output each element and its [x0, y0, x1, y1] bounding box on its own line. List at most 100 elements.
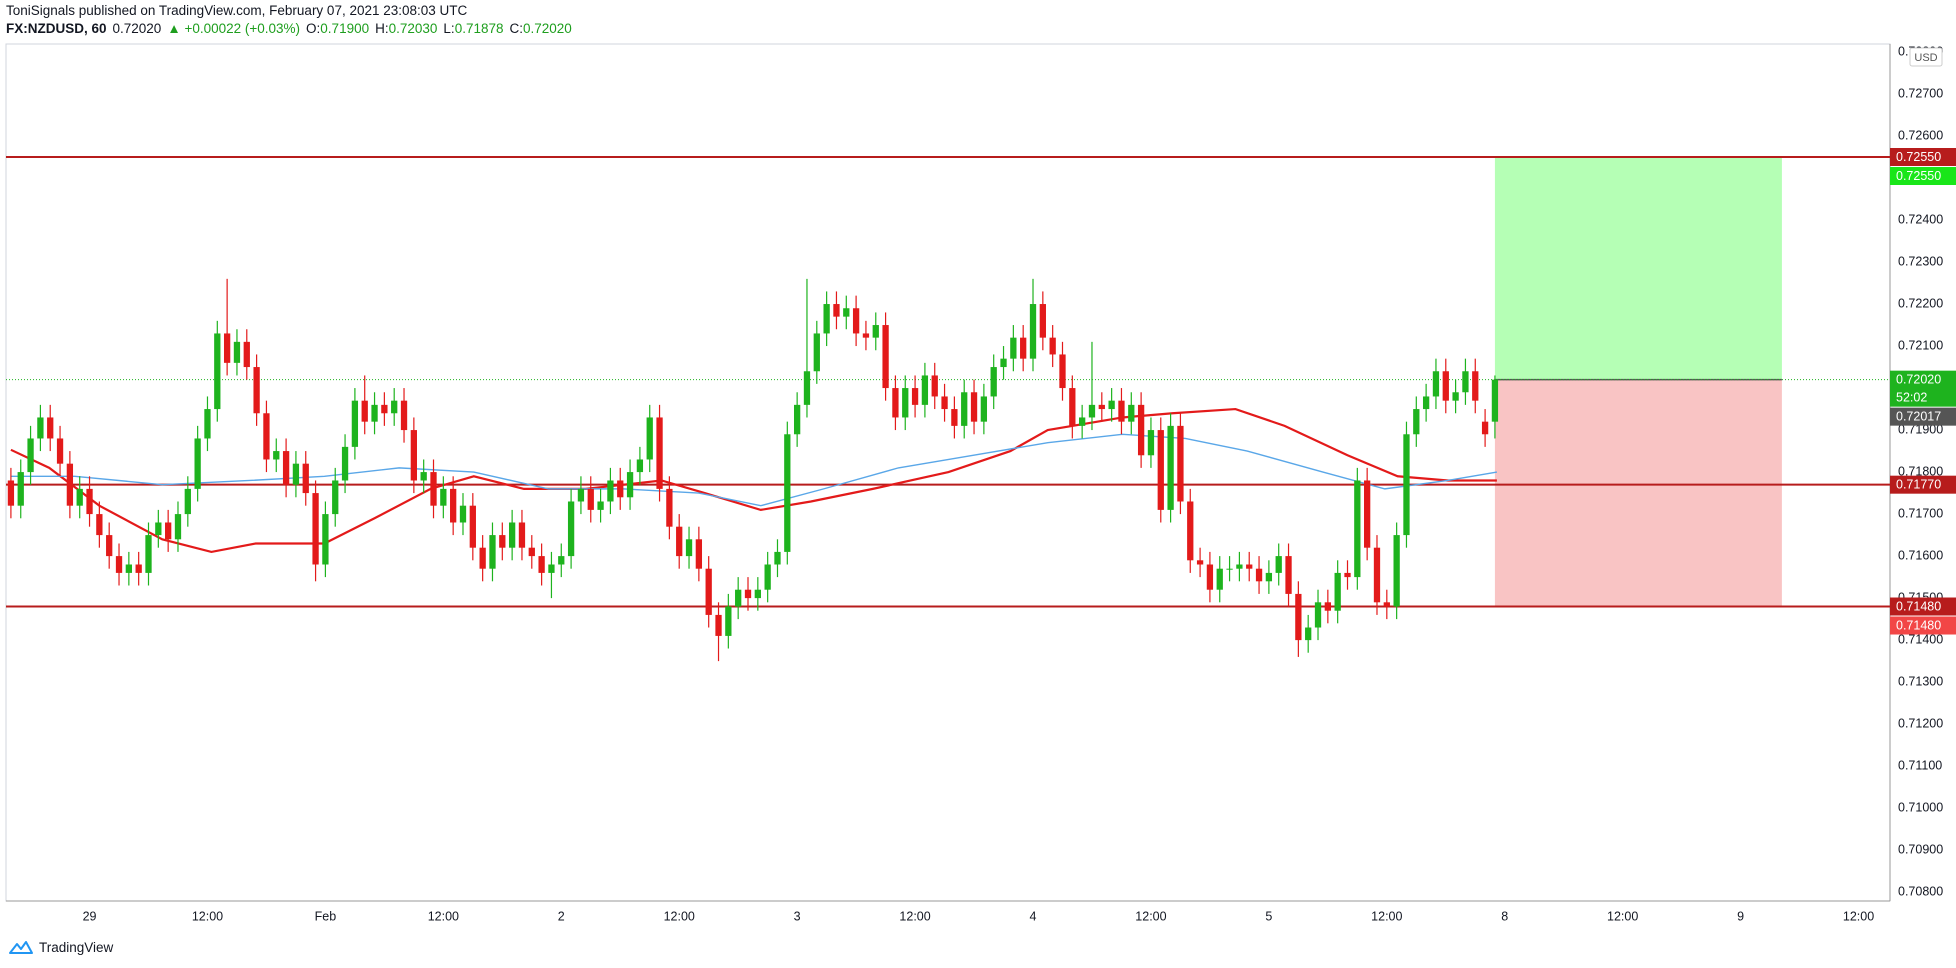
candle-body — [695, 539, 703, 569]
moving-average — [10, 407, 1497, 554]
candle-body — [125, 564, 132, 573]
candle-body — [833, 304, 840, 317]
candle-body — [489, 535, 496, 569]
candle-body — [1137, 404, 1145, 456]
price-tag-label: 0.71480 — [1896, 618, 1941, 632]
candle-body — [1275, 556, 1282, 573]
candle-body — [862, 333, 870, 338]
ohlc-label: L: — [443, 21, 455, 36]
candle-body — [548, 564, 555, 573]
candle-body — [1069, 388, 1076, 426]
candle-body — [597, 501, 604, 510]
candle-body — [754, 589, 761, 599]
candle-body — [253, 367, 260, 414]
candle-body — [872, 325, 879, 338]
candle-body — [518, 522, 526, 548]
candle-body — [558, 556, 565, 565]
candle-body — [1167, 425, 1174, 510]
candle-body — [1020, 337, 1027, 359]
x-tick-label: 12:00 — [1843, 909, 1874, 923]
chart: 0.70800 0.70900 0.71000 0.71100 0.71200 0.713… — [5, 43, 1956, 923]
candle-body — [508, 522, 516, 548]
currency-label: USD — [1914, 52, 1937, 64]
candle-body — [1403, 434, 1410, 536]
y-tick-label: 0.71700 — [1898, 506, 1943, 520]
x-tick-label: 12:00 — [1371, 909, 1402, 923]
price-tag — [1890, 167, 1956, 186]
price-tag-countdown: 52:02 — [1896, 390, 1927, 404]
candle-body — [1452, 392, 1459, 401]
candle-body — [705, 568, 712, 615]
y-tick-label: 0.72200 — [1898, 296, 1943, 310]
price-tag — [1890, 370, 1956, 407]
candle-body — [243, 341, 250, 368]
ohlc-value: 0.72030 — [388, 21, 438, 36]
candle-body — [774, 551, 781, 565]
candle-body — [56, 438, 64, 464]
candle-body — [332, 480, 339, 515]
y-tick-label: 0.72400 — [1898, 212, 1943, 226]
candle-body — [1314, 602, 1322, 628]
candle-body — [784, 434, 791, 552]
ohlc-low: L: 0.71878 — [443, 21, 503, 36]
price-tag — [1890, 597, 1956, 616]
y-tick-label: 0.72700 — [1898, 86, 1943, 100]
candle-body — [450, 488, 457, 523]
candle-body — [1383, 602, 1390, 607]
candle-body — [1246, 564, 1253, 569]
candle-body — [931, 375, 938, 397]
candle-body — [1481, 421, 1489, 435]
candle-body — [155, 522, 162, 536]
moving-average — [10, 433, 1498, 507]
candle-body — [1196, 560, 1204, 565]
ohlc-label: H: — [375, 21, 389, 36]
candle-body — [803, 371, 811, 405]
candle-body — [430, 472, 437, 506]
stop-zone — [1494, 379, 1782, 607]
candle-body — [1422, 396, 1430, 410]
candle-body — [882, 325, 889, 389]
candle-body — [990, 367, 997, 397]
candle-body — [715, 614, 722, 636]
candle-body — [823, 304, 830, 334]
candle-body — [1187, 501, 1194, 561]
candle-body — [538, 556, 545, 573]
candle-body — [1236, 564, 1243, 569]
candle-body — [1128, 404, 1135, 422]
candle-body — [292, 463, 300, 485]
x-tick-label: 12:00 — [428, 909, 459, 923]
ohlc-label: C: — [509, 21, 524, 36]
symbol: FX:NZDUSD, 60 — [6, 21, 107, 36]
x-tick-label: 12:00 — [1135, 909, 1166, 923]
y-tick-label: 0.72300 — [1898, 254, 1943, 268]
y-tick-label: 0.71800 — [1898, 464, 1943, 478]
candle-body — [410, 430, 418, 481]
candle-body — [1010, 337, 1017, 359]
price-tag-label: 0.71480 — [1896, 599, 1941, 613]
candle-body — [86, 488, 93, 515]
candle-body — [312, 493, 319, 565]
candle-body — [174, 514, 182, 540]
candle-body — [1334, 572, 1341, 611]
candle-body — [587, 488, 594, 510]
candle-body — [27, 438, 34, 473]
candle-body — [400, 400, 408, 431]
y-tick-label: 0.71100 — [1898, 758, 1942, 772]
price-tag-label: 0.72017 — [1896, 409, 1941, 423]
candle-body — [76, 488, 83, 506]
y-tick-label: 0.71400 — [1898, 632, 1943, 646]
candle-body — [194, 438, 201, 489]
candle-body — [1442, 371, 1449, 401]
candle-body — [646, 417, 653, 460]
x-tick-label: 3 — [794, 909, 801, 923]
candle-body — [1049, 337, 1056, 355]
ohlc-value: 0.71878 — [454, 21, 504, 36]
y-tick-label: 0.71200 — [1898, 716, 1943, 730]
price-change: ▲ +0.00022 (+0.03%) — [167, 21, 301, 36]
last-price: 0.72020 — [112, 21, 162, 36]
candle-body — [1216, 568, 1223, 590]
candle-body — [813, 333, 820, 372]
candle-body — [617, 480, 624, 498]
y-tick-label: 0.70900 — [1898, 842, 1943, 856]
x-tick-label: 12:00 — [1607, 909, 1638, 923]
